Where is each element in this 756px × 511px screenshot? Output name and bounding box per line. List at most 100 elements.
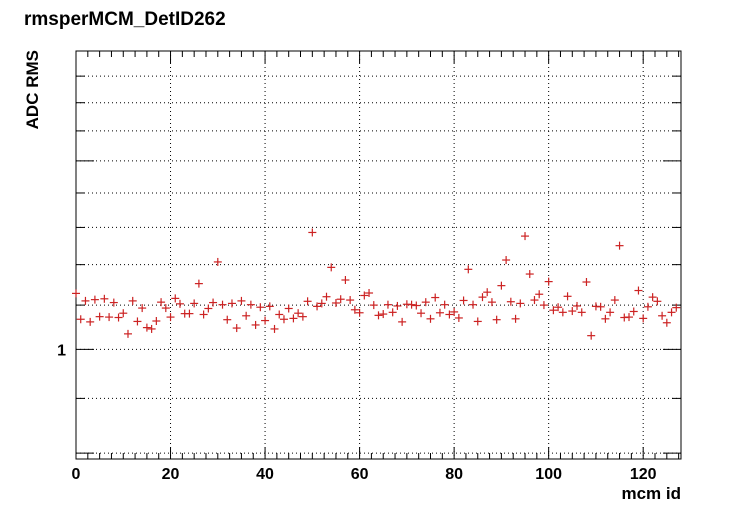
data-point [596, 302, 605, 311]
data-point [412, 301, 421, 310]
data-point [558, 308, 567, 317]
data-point [563, 292, 572, 301]
data-point [568, 307, 577, 316]
data-point [227, 299, 236, 308]
data-point [648, 293, 657, 302]
data-point [435, 308, 444, 317]
data-point [407, 300, 416, 309]
data-point [577, 308, 586, 317]
data-point [76, 315, 85, 324]
data-point [516, 299, 525, 308]
data-markers [72, 228, 681, 340]
x-tick-label: 60 [351, 466, 369, 483]
data-point [639, 314, 648, 323]
data-point [237, 296, 246, 305]
chart-title: rmsperMCM_DetID262 [24, 9, 226, 30]
data-point [549, 306, 558, 315]
data-point [218, 300, 227, 309]
data-point [209, 298, 218, 307]
data-point [610, 296, 619, 305]
y-tick-label: 1 [57, 342, 66, 359]
x-tick-label: 120 [630, 466, 657, 483]
data-point [539, 301, 548, 310]
data-point [426, 314, 435, 323]
data-point [251, 320, 260, 329]
data-point [303, 297, 312, 306]
data-point [157, 298, 166, 307]
data-point [128, 296, 137, 305]
data-point [86, 317, 95, 326]
data-point [643, 302, 652, 311]
data-point [199, 310, 208, 319]
data-point [90, 295, 99, 304]
data-point [369, 301, 378, 310]
data-point [615, 241, 624, 250]
data-point [582, 278, 591, 287]
data-point [487, 298, 496, 307]
data-point [459, 296, 468, 305]
data-point [270, 324, 279, 333]
data-point [171, 294, 180, 303]
data-point [166, 313, 175, 322]
data-point [587, 331, 596, 340]
data-point [308, 228, 317, 237]
data-point [256, 303, 265, 312]
data-point [279, 315, 288, 324]
data-point [421, 298, 430, 307]
data-point [492, 315, 501, 324]
data-point [242, 311, 251, 320]
x-tick-label: 40 [256, 466, 274, 483]
data-point [450, 307, 459, 316]
data-point [440, 300, 449, 309]
x-tick-label: 80 [445, 466, 463, 483]
data-point [95, 312, 104, 321]
data-point [81, 296, 90, 305]
data-point [506, 297, 515, 306]
data-point [379, 310, 388, 319]
data-point [298, 312, 307, 321]
data-point [469, 300, 478, 309]
data-point [483, 288, 492, 297]
data-point [194, 279, 203, 288]
data-point [398, 317, 407, 326]
grid-lines [76, 51, 681, 459]
data-point [289, 314, 298, 323]
data-point [431, 293, 440, 302]
data-point [573, 301, 582, 310]
data-point [223, 315, 232, 324]
data-point [133, 317, 142, 326]
data-point [554, 303, 563, 312]
data-point [360, 291, 369, 300]
data-point [454, 313, 463, 322]
data-point [322, 292, 331, 301]
data-point [535, 290, 544, 299]
data-point [100, 294, 109, 303]
data-point [667, 308, 676, 317]
data-point [629, 307, 638, 316]
data-point [530, 296, 539, 305]
data-point [658, 311, 667, 320]
data-point [152, 317, 161, 326]
x-tick-label: 0 [72, 466, 81, 483]
data-point [478, 293, 487, 302]
data-point [417, 309, 426, 318]
data-point [336, 295, 345, 304]
data-point [204, 304, 213, 313]
plot-frame [75, 50, 682, 460]
x-axis-title: mcm id [621, 484, 681, 503]
data-point [327, 263, 336, 272]
data-point [355, 308, 364, 317]
data-point [190, 299, 199, 308]
data-point [374, 311, 383, 320]
data-point [634, 286, 643, 295]
data-point [161, 304, 170, 313]
data-point [497, 281, 506, 290]
data-point [473, 317, 482, 326]
data-point [625, 313, 634, 322]
data-point [147, 324, 156, 333]
data-point [365, 288, 374, 297]
data-point [672, 303, 681, 312]
data-point [265, 302, 274, 311]
data-point [175, 299, 184, 308]
